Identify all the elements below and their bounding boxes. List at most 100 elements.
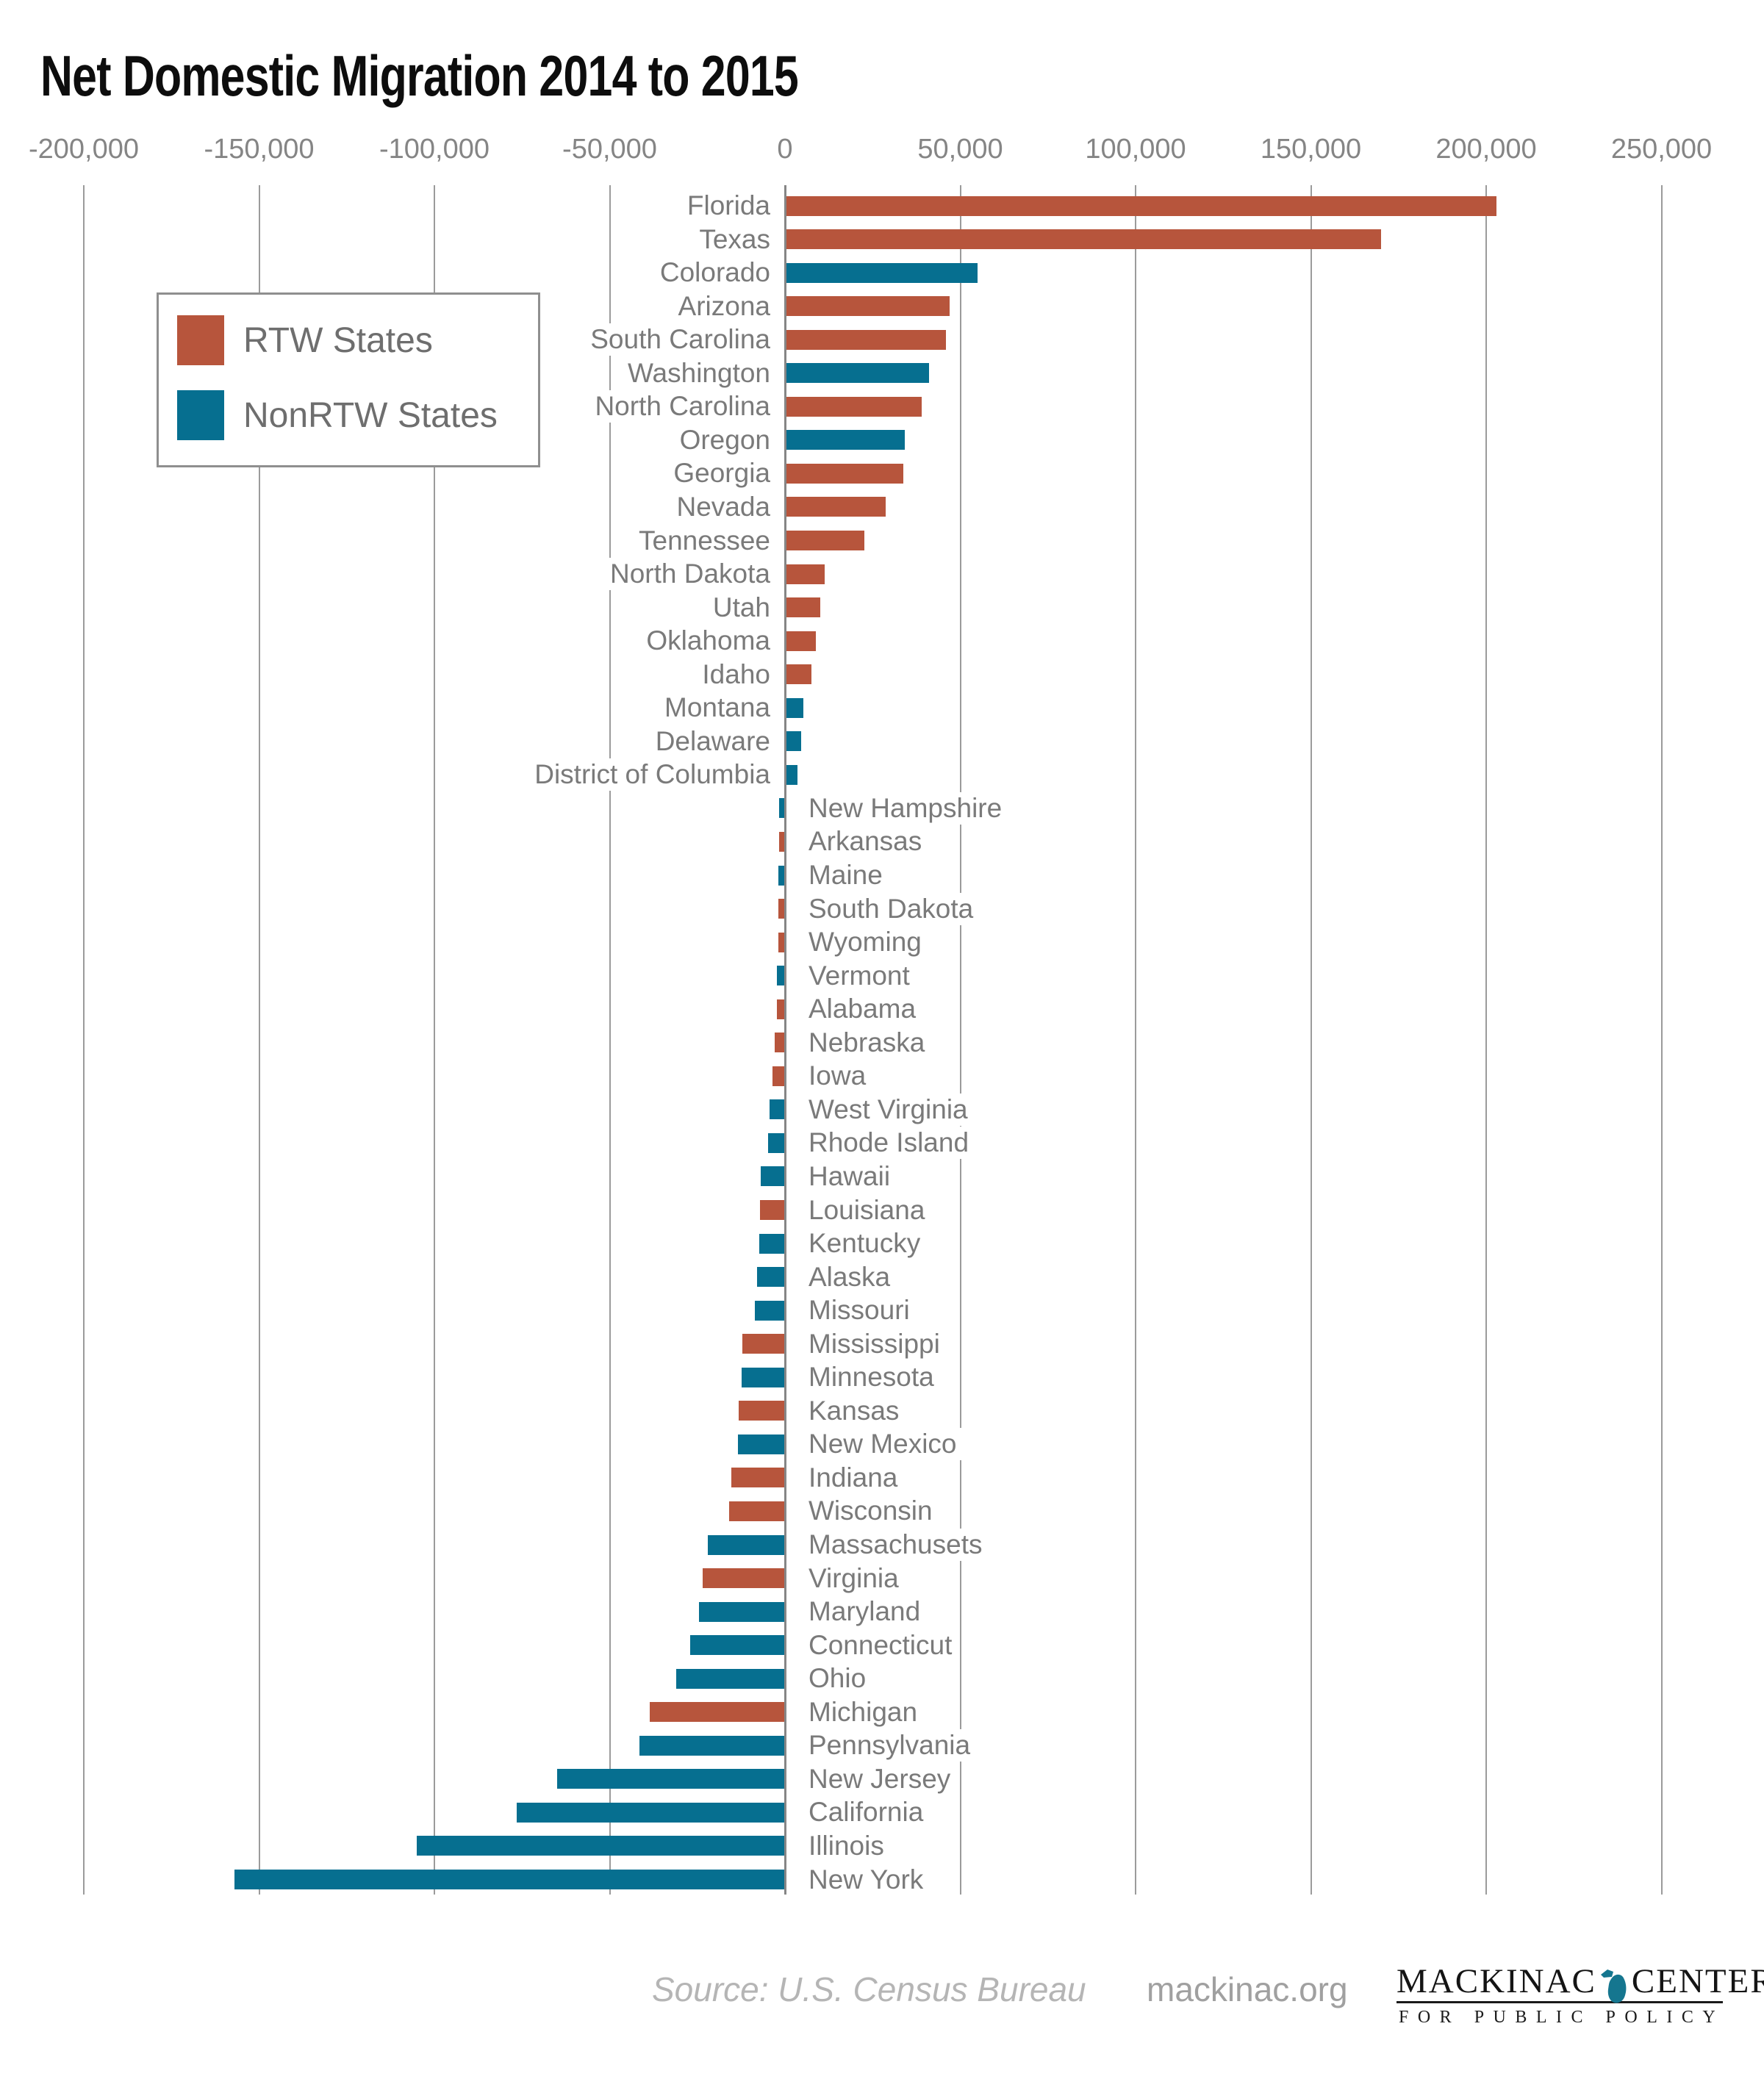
bar-north-dakota xyxy=(785,564,825,584)
bar-maine xyxy=(778,865,785,886)
state-label-montana: Montana xyxy=(659,692,776,725)
bar-louisiana xyxy=(759,1200,785,1220)
axis-tick-label: -150,000 xyxy=(204,134,315,165)
state-label-indiana: Indiana xyxy=(803,1461,904,1494)
bar-texas xyxy=(785,229,1381,250)
bar-arkansas xyxy=(778,831,785,852)
bar-rhode-island xyxy=(767,1132,785,1153)
state-label-oklahoma: Oklahoma xyxy=(640,625,776,658)
bar-west-virginia xyxy=(770,1099,785,1120)
bar-iowa xyxy=(772,1066,785,1086)
bar-south-carolina xyxy=(785,329,947,350)
state-label-arkansas: Arkansas xyxy=(803,825,928,858)
bar-wisconsin xyxy=(728,1501,785,1521)
gridline xyxy=(1660,185,1663,1895)
bar-north-carolina xyxy=(785,396,922,417)
michigan-state-icon xyxy=(1600,1970,1627,2003)
axis-tick-label: 200,000 xyxy=(1435,134,1537,165)
state-label-colorado: Colorado xyxy=(653,256,776,290)
state-label-kentucky: Kentucky xyxy=(803,1227,927,1260)
bar-michigan xyxy=(650,1702,785,1723)
state-label-hawaii: Hawaii xyxy=(803,1160,897,1193)
state-label-delaware: Delaware xyxy=(649,725,776,758)
state-label-louisiana: Louisiana xyxy=(803,1193,931,1227)
state-label-alaska: Alaska xyxy=(803,1260,897,1293)
state-label-washington: Washington xyxy=(621,356,776,389)
source-note: Source: U.S. Census Bureau xyxy=(652,1970,1086,2008)
state-label-connecticut: Connecticut xyxy=(803,1629,958,1662)
axis-tick-label: 50,000 xyxy=(917,134,1003,165)
bar-missouri xyxy=(755,1300,785,1321)
bar-illinois xyxy=(417,1836,785,1856)
bar-oregon xyxy=(785,430,906,450)
state-label-oregon: Oregon xyxy=(673,423,776,456)
bar-tennessee xyxy=(785,531,865,550)
bar-arizona xyxy=(785,296,950,317)
state-label-illinois: Illinois xyxy=(803,1829,890,1862)
state-label-maryland: Maryland xyxy=(803,1595,927,1629)
state-label-new-jersey: New Jersey xyxy=(803,1762,957,1795)
bar-washington xyxy=(785,363,929,384)
state-label-california: California xyxy=(803,1796,930,1829)
state-label-arizona: Arizona xyxy=(672,290,776,323)
axis-tick-label: 150,000 xyxy=(1260,134,1362,165)
gridline xyxy=(959,185,961,1895)
state-label-minnesota: Minnesota xyxy=(803,1361,940,1394)
state-label-rhode-island: Rhode Island xyxy=(803,1127,975,1160)
state-label-kansas: Kansas xyxy=(803,1394,906,1427)
bar-wyoming xyxy=(778,932,785,952)
bar-ohio xyxy=(676,1668,785,1689)
axis-tick-label: -200,000 xyxy=(28,134,140,165)
bar-alabama xyxy=(776,999,785,1019)
state-label-georgia: Georgia xyxy=(667,457,776,490)
state-label-idaho: Idaho xyxy=(696,658,776,691)
state-label-alabama: Alabama xyxy=(803,993,922,1026)
bar-new-mexico xyxy=(738,1434,785,1454)
bar-massachusets xyxy=(708,1534,785,1555)
bar-minnesota xyxy=(741,1367,785,1387)
bar-new-hampshire xyxy=(779,798,785,819)
state-label-utah: Utah xyxy=(706,591,776,624)
bar-georgia xyxy=(785,463,904,484)
axis-tick-label: 0 xyxy=(777,134,793,165)
gridline xyxy=(1135,185,1136,1895)
bar-virginia xyxy=(702,1568,785,1589)
bar-idaho xyxy=(785,664,812,685)
state-label-ohio: Ohio xyxy=(803,1662,872,1695)
state-label-new-hampshire: New Hampshire xyxy=(803,791,1008,825)
bar-south-dakota xyxy=(778,899,785,919)
gridline xyxy=(83,185,85,1895)
state-label-north-dakota: North Dakota xyxy=(604,558,776,591)
state-label-west-virginia: West Virginia xyxy=(803,1093,974,1126)
gridline xyxy=(434,185,435,1895)
bar-colorado xyxy=(785,262,978,283)
bar-nevada xyxy=(785,497,886,517)
state-label-nebraska: Nebraska xyxy=(803,1026,931,1059)
nonrtw-swatch-icon xyxy=(177,390,224,440)
state-label-wisconsin: Wisconsin xyxy=(803,1495,939,1528)
bar-mississippi xyxy=(742,1334,785,1354)
state-label-district-of-columbia: District of Columbia xyxy=(528,758,776,791)
gridline xyxy=(258,185,260,1895)
rtw-swatch-icon xyxy=(177,315,224,365)
bar-alaska xyxy=(756,1267,785,1288)
state-label-nevada: Nevada xyxy=(670,490,776,523)
bar-vermont xyxy=(777,966,785,986)
bar-maryland xyxy=(699,1601,785,1622)
bar-montana xyxy=(785,697,804,718)
legend-label-nonrtw: NonRTW States xyxy=(243,395,498,435)
bar-pennsylvania xyxy=(639,1735,785,1756)
bar-nebraska xyxy=(774,1033,785,1053)
state-label-iowa: Iowa xyxy=(803,1060,872,1093)
state-label-virginia: Virginia xyxy=(803,1562,905,1595)
logo-word-right: CENTER xyxy=(1631,1962,1764,2000)
state-label-florida: Florida xyxy=(681,190,776,222)
state-label-new-york: New York xyxy=(803,1863,930,1896)
bar-kansas xyxy=(739,1401,785,1421)
gridline xyxy=(1485,185,1487,1895)
state-label-south-carolina: South Carolina xyxy=(584,323,776,356)
axis-tick-label: -100,000 xyxy=(379,134,490,165)
mackinac-center-logo: MACKINAC CENTER FOR PUBLIC POLICY xyxy=(1396,1964,1764,2028)
state-label-south-dakota: South Dakota xyxy=(803,892,980,925)
